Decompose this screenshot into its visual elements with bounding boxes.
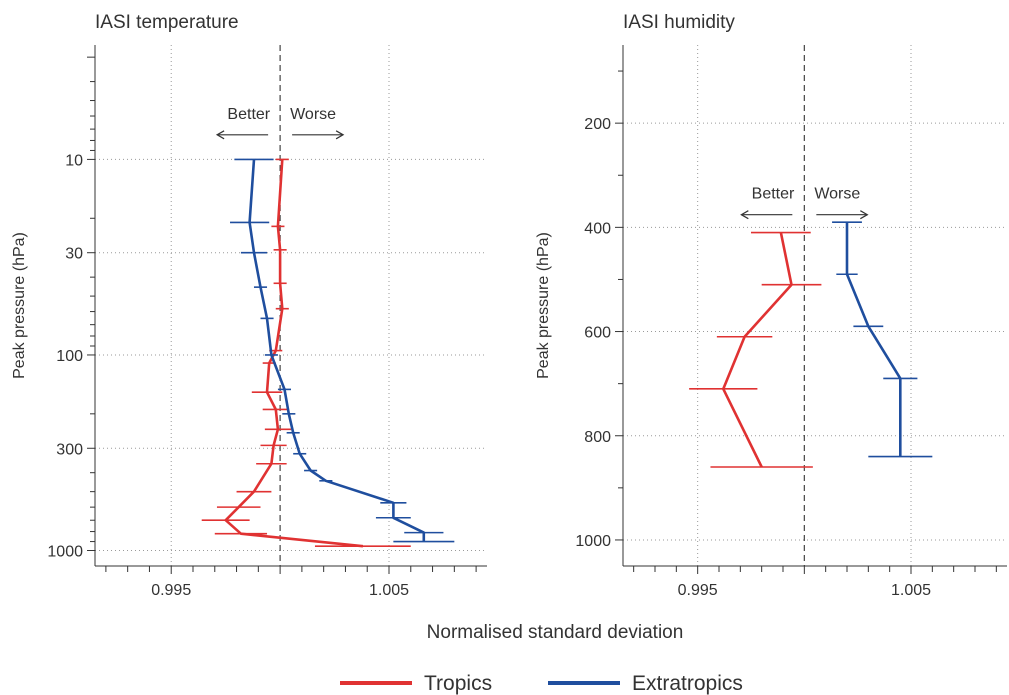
y-tick-label: 300 (56, 441, 83, 458)
x-tick-label: 0.995 (678, 582, 718, 599)
better-arrowhead (740, 210, 749, 220)
series-extratropics (230, 158, 455, 543)
y-tick-label: 30 (65, 246, 83, 263)
x-tick-label: 1.005 (891, 582, 931, 599)
series-extratropics (832, 221, 933, 458)
annotation-worse: Worse (290, 106, 336, 123)
y-tick-label: 800 (584, 429, 611, 446)
y-tick-label: 10 (65, 152, 83, 169)
better-arrowhead (215, 130, 225, 140)
series-line (224, 159, 364, 548)
panel-title: IASI humidity (623, 12, 735, 33)
y-tick-label: 100 (56, 348, 83, 365)
worse-arrowhead (860, 210, 869, 220)
y-tick-label: 200 (584, 116, 611, 133)
y-axis-label: Peak pressure (hPa) (11, 232, 28, 379)
y-tick-label: 400 (584, 220, 611, 237)
y-tick-label: 600 (584, 325, 611, 342)
series-line (845, 222, 902, 457)
series-tropics (201, 158, 411, 548)
series-line (722, 232, 793, 468)
annotation-better: Better (752, 186, 795, 203)
series-tropics (689, 231, 822, 468)
y-axis-label: Peak pressure (hPa) (535, 232, 552, 379)
legend: Tropics Extratropics (340, 672, 743, 695)
x-tick-label: 1.005 (369, 582, 409, 599)
panel-2: 0.995 1.005 200 400 600 800 1000 IASI humidity P… (535, 12, 1007, 599)
series-line (248, 159, 426, 542)
y-tick-label: 1000 (47, 544, 83, 561)
y-tick-label: 1000 (575, 533, 611, 550)
panel-1: 0.995 1.005 10 30 100 300 1000 IASI temperature… (11, 12, 487, 599)
annotation-worse: Worse (814, 186, 860, 203)
legend-label-tropics: Tropics (424, 672, 492, 695)
x-tick-label: 0.995 (151, 582, 191, 599)
worse-arrowhead (335, 130, 345, 140)
x-axis-label: Normalised standard deviation (427, 622, 684, 643)
panel-title: IASI temperature (95, 12, 239, 33)
legend-label-extratropics: Extratropics (632, 672, 743, 695)
annotation-better: Better (227, 106, 270, 123)
